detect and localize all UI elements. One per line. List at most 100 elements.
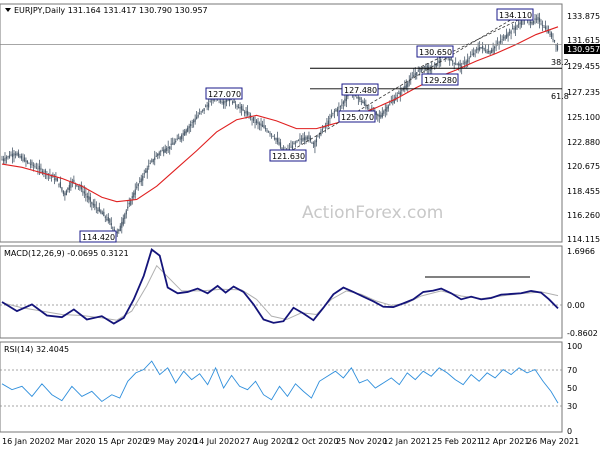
candle-body (170, 143, 172, 145)
candle-body (381, 112, 383, 118)
y-tick: 118.455 (567, 187, 600, 196)
candle-body (121, 221, 123, 228)
candle-body (485, 50, 487, 52)
candle-body (514, 26, 517, 30)
y-tick: 100 (567, 342, 582, 351)
candle-body (368, 108, 370, 110)
candle-body (305, 136, 307, 141)
candle-body (302, 138, 304, 141)
x-tick: 29 May 2020 (145, 437, 197, 446)
x-tick: 16 Jan 2020 (2, 437, 50, 446)
candle-body (491, 49, 493, 54)
candle-body (410, 78, 412, 80)
candle-body (11, 153, 14, 158)
candle-body (390, 102, 392, 103)
candle-body (62, 190, 64, 194)
candle-body (303, 137, 306, 141)
candle-body (35, 167, 38, 169)
candle-body (356, 97, 358, 99)
candle-body (100, 210, 102, 213)
candle-body (479, 47, 481, 50)
candle-body (501, 38, 503, 40)
candle-body (357, 97, 359, 99)
candle-body (543, 26, 545, 28)
candle-body (275, 137, 277, 140)
candle-body (468, 57, 470, 59)
candle-body (273, 138, 276, 139)
candle-body (396, 95, 398, 97)
candle-body (131, 196, 133, 199)
y-tick: 0 (567, 427, 572, 436)
x-tick: 2 Mar 2020 (50, 437, 96, 446)
candle-body (133, 192, 135, 198)
candle-body (290, 146, 292, 148)
candle-body (380, 114, 382, 118)
candle-body (279, 142, 282, 148)
candle-body (317, 135, 319, 137)
price-labels: 134.110 130.650 129.280 127.480 127.070 … (79, 8, 534, 243)
candle-body (407, 82, 409, 88)
candle-body (32, 165, 35, 166)
candle-body (172, 143, 174, 145)
candle-body (429, 69, 431, 72)
candle-body (194, 118, 196, 122)
candle-body (190, 124, 192, 127)
candle-body (482, 46, 484, 49)
candle-body (513, 28, 515, 30)
candle-body (240, 106, 243, 110)
candle-body (389, 103, 391, 105)
price-label-box (205, 87, 243, 100)
candle-body (143, 173, 145, 175)
candle-body (113, 229, 115, 231)
candle-body (517, 23, 520, 25)
candle-body (476, 49, 478, 51)
y-tick: 1.6966 (567, 247, 595, 256)
candle-body (1, 159, 3, 161)
candle-body (103, 211, 105, 217)
x-tick: 12 Jan 2021 (383, 437, 431, 446)
candle-body (264, 128, 267, 130)
candle-body (208, 103, 210, 108)
candle-body (308, 135, 310, 140)
watermark: ActionForex.com (302, 203, 443, 223)
candle-body (549, 34, 551, 35)
candle-body (519, 22, 521, 25)
candle-body (330, 115, 333, 118)
candle-body (44, 170, 47, 173)
candle-body (161, 150, 163, 152)
candle-body (151, 160, 153, 162)
candle-body (500, 40, 502, 43)
candle-body (29, 163, 32, 165)
candle-body (455, 63, 457, 65)
x-tick: 26 May 2021 (527, 437, 579, 446)
candle-body (423, 65, 425, 68)
candle-body (224, 100, 226, 103)
candle-body (188, 125, 190, 129)
candle-body (459, 63, 461, 67)
candle-body (419, 68, 421, 70)
candle-body (335, 109, 337, 111)
candle-body (70, 182, 72, 188)
candle-body (98, 207, 100, 212)
candle-body (55, 177, 57, 181)
price-label: 125.070 (341, 113, 374, 122)
chart-header-text: EURJPY,Daily 131.164 131.417 130.790 130… (14, 6, 208, 15)
candle-body (363, 101, 365, 105)
moving-average-line (1, 26, 559, 203)
candle-body (254, 121, 256, 123)
chart-header: EURJPY,Daily 131.164 131.417 130.790 130… (5, 6, 208, 15)
candle-body (225, 99, 228, 103)
x-tick: 12 Apr 2021 (480, 437, 529, 446)
candle-body (43, 171, 45, 173)
candle-body (486, 51, 488, 53)
candle-body (154, 157, 156, 160)
candle-body (552, 39, 554, 40)
candle-body (329, 118, 331, 119)
candle-body (17, 152, 20, 157)
candle-body (199, 113, 201, 114)
candle-body (26, 160, 29, 163)
price-candles (1, 9, 559, 238)
macd-y-axis: 1.6966 0.00 -0.8602 (567, 247, 598, 338)
x-tick: 25 Feb 2021 (432, 437, 482, 446)
dropdown-triangle-icon[interactable] (5, 8, 11, 12)
